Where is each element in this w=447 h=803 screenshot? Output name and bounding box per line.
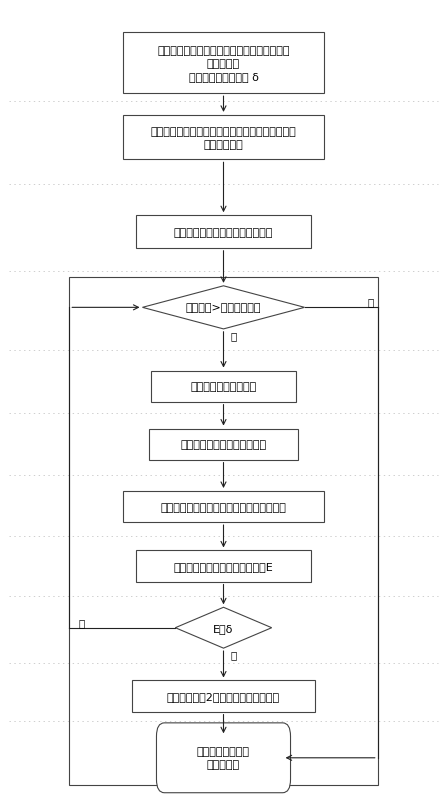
FancyBboxPatch shape <box>123 116 324 161</box>
Text: 采用基于任务迁移的定向方法进行变异操作: 采用基于任务迁移的定向方法进行变异操作 <box>160 502 287 512</box>
FancyBboxPatch shape <box>149 429 298 460</box>
Polygon shape <box>143 287 304 329</box>
Text: 是: 是 <box>78 617 84 627</box>
FancyBboxPatch shape <box>136 551 311 582</box>
Text: E＞δ: E＞δ <box>213 623 234 633</box>
FancyBboxPatch shape <box>151 371 296 402</box>
FancyBboxPatch shape <box>136 216 311 249</box>
Polygon shape <box>175 608 272 648</box>
Text: 否: 否 <box>230 331 236 341</box>
Text: 输入待调度任务集合、可用计算资源集合、任
务执行时间
最大迭代次数和阈值 δ: 输入待调度任务集合、可用计算资源集合、任 务执行时间 最大迭代次数和阈值 δ <box>157 46 290 81</box>
Text: 将任务分配给资源执行的调度问题表示成标准的最
小值求解问题: 将任务分配给资源执行的调度问题表示成标准的最 小值求解问题 <box>151 127 296 149</box>
Text: 用期望法进行选择操作: 用期望法进行选择操作 <box>190 381 257 392</box>
FancyBboxPatch shape <box>123 33 324 94</box>
Text: 否: 否 <box>230 650 236 660</box>
FancyBboxPatch shape <box>131 681 316 711</box>
FancyBboxPatch shape <box>156 723 291 793</box>
Text: 迭代次数>最大迭代次数: 迭代次数>最大迭代次数 <box>186 303 261 313</box>
Text: 令迁移规模为2，进行了子种群的迁移: 令迁移规模为2，进行了子种群的迁移 <box>167 691 280 701</box>
FancyBboxPatch shape <box>123 491 324 523</box>
Text: 用多点交叉算子进行交叉操作: 用多点交叉算子进行交叉操作 <box>181 439 266 450</box>
Bar <box>69 278 378 785</box>
Text: 评估子种群个体适应度值的方差E: 评估子种群个体适应度值的方差E <box>173 561 274 571</box>
Text: 对启发式粗粒度并行算法的初始化: 对启发式粗粒度并行算法的初始化 <box>174 227 273 237</box>
Text: 算法结束，输出任
务调度结果: 算法结束，输出任 务调度结果 <box>197 747 250 769</box>
Text: 是: 是 <box>367 297 373 307</box>
